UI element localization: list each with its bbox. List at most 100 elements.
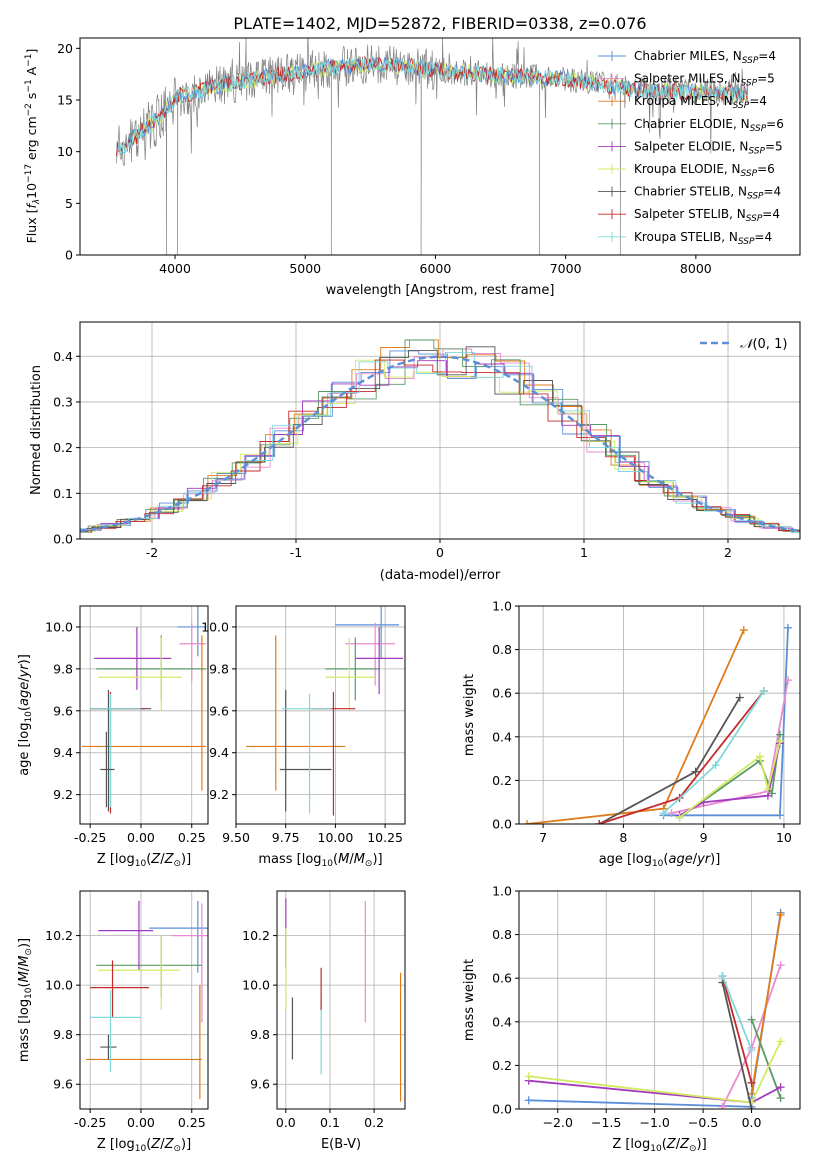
model-spectrum-line [116,56,748,158]
y-tick-label: 1.0 [492,884,512,899]
y-tick-label: 0.4 [53,349,73,364]
mass-weight-marker [747,1015,756,1024]
residual-histogram [80,339,800,533]
mass-weight-marker [747,1105,756,1109]
mass-weight-marker [776,1037,785,1046]
y-tick-label: 0.8 [492,642,512,657]
axes-frame [518,605,801,825]
y-tick-label: 0.0 [492,1102,512,1117]
legend-entry [598,118,626,129]
mass_vs_Z-xlabel: Z [log10(Z/Z⊙)] [97,1137,191,1154]
legend-entry [598,73,626,84]
mass-weight-marker [755,752,764,761]
y-tick-label: 10 [57,144,73,159]
mass-weight-marker [524,1072,533,1081]
residual-histogram [80,359,800,532]
y-tick-label: 15 [57,93,73,108]
mass-weight-marker [711,761,720,770]
normal-curve [80,355,800,533]
mass-weight-marker [783,676,792,685]
mass-weight-marker [739,625,748,634]
axes-frame [518,890,801,1110]
normal-legend-label: 𝒩(0, 1) [740,337,787,352]
mass-weight-marker [718,972,727,981]
mass_vs_EBV-xlabel: E(B-V) [321,1137,361,1152]
age_vs_Z-xlabel: Z [log10(Z/Z⊙)] [97,852,191,869]
axes-frame [235,605,406,825]
mass-weight-line [721,975,753,1084]
plot-area [80,339,800,534]
legend-entry [598,186,626,197]
x-tick-label: 7 [539,830,547,845]
mass-weight-line [750,914,782,1094]
x-tick-label: 0.25 [178,830,206,845]
axes-frame [276,890,406,1110]
y-tick-label: 0.4 [492,1014,512,1029]
y-tick-label: 9.6 [209,703,229,718]
plot-area [523,623,792,824]
mass-weight-marker [776,910,785,919]
massweight_vs_age-axes: 7 8 9 10 0.0 0.2 0.4 0.6 0.8 1.0 [492,599,801,845]
x-tick-label: 10.00 [318,830,354,845]
x-tick-label: −0.5 [688,1115,718,1130]
x-tick-label: 9.50 [222,830,250,845]
age_vs_Z-axes: -0.25 0.00 0.25 9.2 9.4 9.6 9.8 10.0 [45,605,209,845]
mass-weight-marker [776,961,785,970]
y-tick-label: 9.6 [53,1077,73,1092]
x-tick-label: 9 [700,830,708,845]
x-tick-label: 0.25 [178,1115,206,1130]
x-tick-label: 0.00 [127,830,155,845]
x-tick-label: -1 [290,545,302,560]
plot-area [82,606,206,814]
massweight_vs_Z-ylabel: mass weight [462,959,477,1041]
spectrum-legend [598,51,626,242]
legend-label: Kroupa MILES, NSSP=4 [634,94,767,111]
y-tick-label: 0.3 [53,394,73,409]
legend-label: Chabrier ELODIE, NSSP=6 [634,117,784,134]
figure-title: PLATE=1402, MJD=52872, FIBERID=0338, z=0… [233,14,646,33]
y-tick-label: 9.2 [53,787,73,802]
y-tick-label: 9.8 [209,661,229,676]
y-tick-label: 0.6 [492,686,512,701]
legend-entry [598,96,626,107]
age_vs_Z-ylabel: age [log10(age/yr)] [17,654,34,776]
y-tick-label: 9.6 [250,1077,270,1092]
y-tick-label: 20 [57,41,73,56]
x-tick-label: 0.00 [127,1115,155,1130]
x-tick-label: 4000 [159,261,191,276]
residual-histogram [80,346,800,533]
plot-area [86,900,208,1100]
mass-weight-marker [524,1096,533,1105]
y-tick-label: 0.1 [53,486,73,501]
y-tick-label: 0.6 [492,971,512,986]
y-tick-label: 5 [65,196,73,211]
massweight_vs_Z-axes: −2.0 −1.5 −1.0 −0.5 0.0 0.0 0.2 0.4 0.6 0.8 1.0 [492,884,801,1130]
x-tick-label: 1 [580,545,588,560]
x-tick-label: 9.75 [272,830,300,845]
age_vs_mass-axes: 9.50 9.75 10.00 10.25 9.2 9.4 9.6 9.8 10.0 [201,605,406,845]
x-tick-label: -0.25 [74,1115,106,1130]
x-tick-label: −1.0 [639,1115,669,1130]
y-tick-label: 10.2 [242,928,270,943]
x-tick-label: 8 [619,830,627,845]
residual-xlabel: (data-model)/error [380,568,501,583]
legend-label: Kroupa ELODIE, NSSP=6 [634,162,775,179]
x-tick-label: 8000 [680,261,712,276]
mass-weight-marker [595,820,604,824]
legend-entry [598,231,626,242]
y-tick-label: 9.8 [53,661,73,676]
x-tick-label: 10 [776,830,792,845]
x-tick-label: 0 [436,545,444,560]
spectrum-ylabel: Flux [fλ10−17 erg cm−2 s−1 A−1] [24,49,42,244]
y-tick-label: 0.0 [53,532,73,547]
mass-weight-line [750,1019,782,1099]
mass-weight-marker [775,737,784,746]
x-tick-label: 5000 [289,261,321,276]
legend-label: Chabrier STELIB, NSSP=4 [634,185,781,202]
y-tick-label: 0.2 [492,1058,512,1073]
spectrum-xlabel: wavelength [Angstrom, rest frame] [326,283,555,298]
y-tick-label: 0.4 [492,729,512,744]
mass-weight-marker [759,687,768,696]
legend-entry [598,51,626,61]
